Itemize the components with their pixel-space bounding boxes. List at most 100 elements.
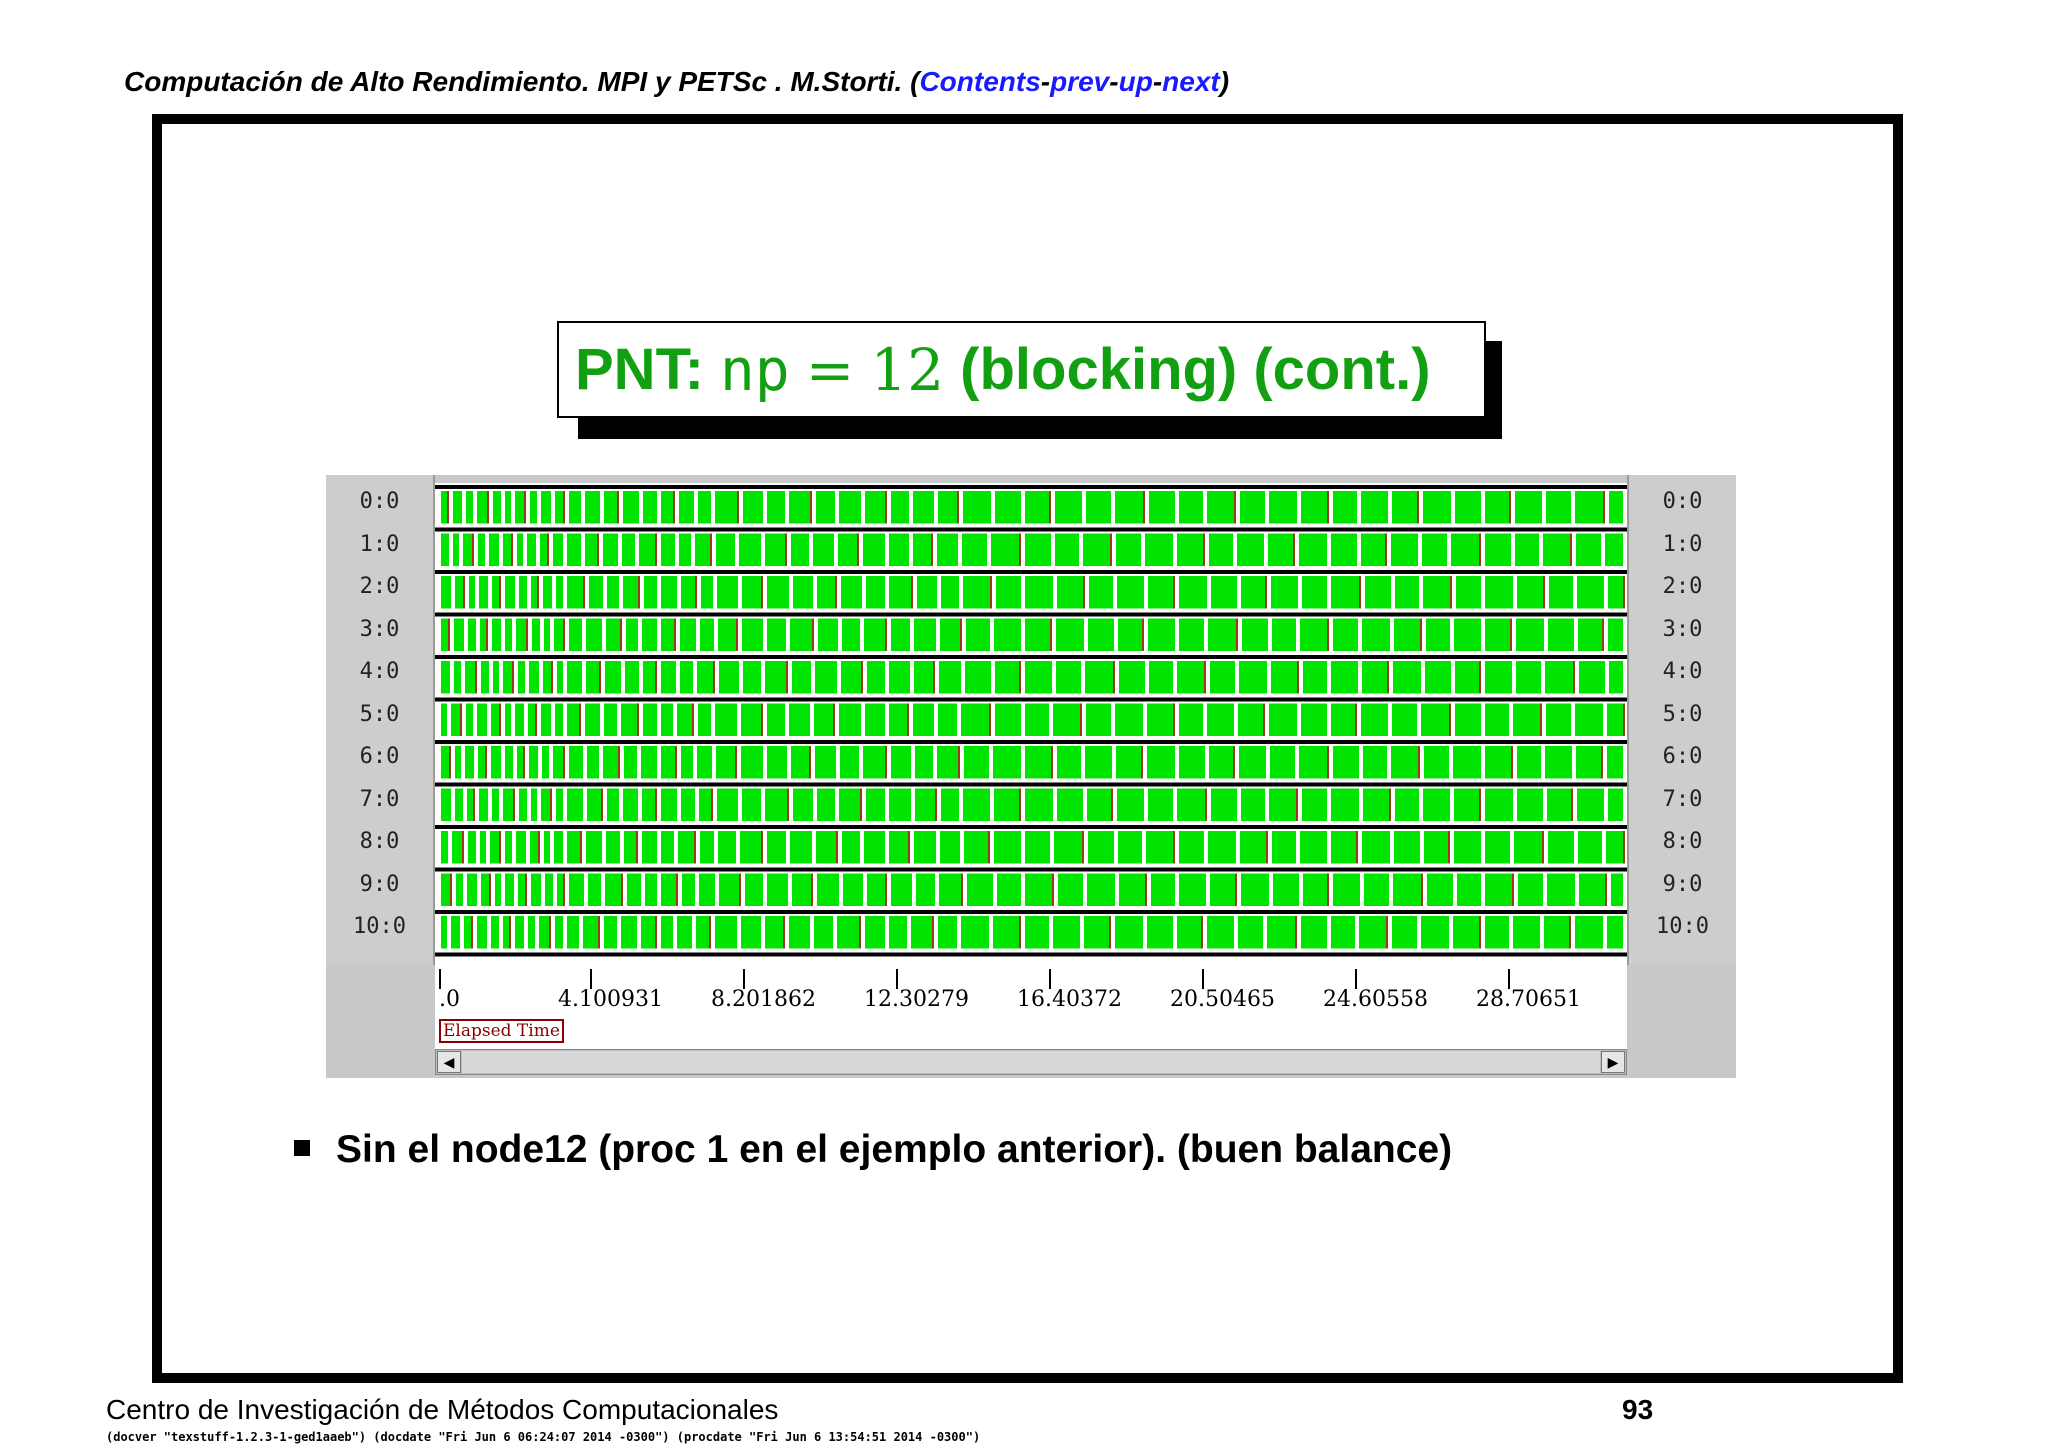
process-row (441, 746, 1623, 779)
comm-mark (449, 746, 451, 779)
compute-block (1517, 788, 1543, 821)
row-label: 3:0 (1662, 616, 1703, 642)
compute-block (739, 533, 761, 566)
compute-block (441, 831, 448, 864)
compute-block (456, 873, 463, 906)
comm-mark (655, 788, 657, 821)
comm-mark (621, 873, 623, 906)
comm-mark (990, 576, 992, 609)
compute-block (1577, 576, 1604, 609)
compute-block (1457, 873, 1481, 906)
comm-mark (885, 873, 887, 906)
timeline-plot[interactable] (435, 483, 1627, 969)
compute-block (963, 576, 990, 609)
compute-block (479, 576, 488, 609)
compute-block (1267, 916, 1295, 949)
comm-mark (447, 491, 449, 524)
compute-block (1485, 576, 1513, 609)
compute-block (793, 576, 813, 609)
compute-block (889, 576, 911, 609)
compute-block (1455, 491, 1481, 524)
compute-block (1083, 533, 1110, 566)
footer-org: Centro de Investigación de Métodos Compu… (106, 1394, 779, 1425)
compute-block (465, 661, 475, 694)
comm-mark (511, 533, 513, 566)
compute-block (993, 746, 1021, 779)
compute-block (765, 788, 787, 821)
comm-mark (579, 703, 581, 736)
compute-block (741, 746, 763, 779)
compute-block (1424, 831, 1448, 864)
compute-block (767, 703, 785, 736)
compute-block (1207, 916, 1234, 949)
compute-block (1148, 576, 1173, 609)
process-row (441, 831, 1625, 864)
scroll-right-button[interactable]: ▶ (1601, 1051, 1625, 1073)
compute-block (1302, 576, 1327, 609)
compute-block (1518, 873, 1543, 906)
compute-block (967, 873, 993, 906)
compute-block (1211, 788, 1237, 821)
next-link[interactable]: next (1162, 66, 1220, 97)
compute-block (1303, 873, 1327, 906)
compute-block (1272, 831, 1296, 864)
compute-block (1578, 618, 1602, 651)
axis-tick (1202, 969, 1204, 989)
axis-tick-label: 8.201862 (711, 987, 816, 1012)
compute-block (1547, 788, 1571, 821)
compute-block (1025, 746, 1051, 779)
compute-block (1268, 533, 1293, 566)
compute-block (1394, 831, 1420, 864)
time-axis: Elapsed Time .0 4.100931 8.201862 12.30279 1… (435, 969, 1627, 1049)
contents-link[interactable]: Contents (919, 66, 1041, 97)
compute-block (1517, 746, 1541, 779)
compute-block (1025, 576, 1053, 609)
horizontal-scrollbar[interactable]: ◀ ▶ (435, 1049, 1627, 1075)
compute-block (545, 873, 553, 906)
compute-block (1025, 916, 1049, 949)
comm-mark (859, 916, 861, 949)
comm-mark (487, 491, 489, 524)
compute-block (680, 661, 693, 694)
compute-block (661, 533, 675, 566)
compute-block (914, 618, 936, 651)
compute-block (1485, 703, 1509, 736)
compute-block (913, 491, 934, 524)
comm-mark (1420, 618, 1422, 651)
compute-block (478, 533, 485, 566)
comm-mark (1479, 533, 1481, 566)
compute-block (492, 618, 501, 651)
compute-block (555, 916, 563, 949)
comm-mark (1448, 831, 1450, 864)
compute-block (818, 618, 838, 651)
scroll-thumb[interactable] (462, 1051, 1600, 1073)
row-separator (435, 952, 1627, 957)
compute-block (681, 576, 695, 609)
compute-block (493, 661, 499, 694)
compute-block (1517, 576, 1543, 609)
compute-block (556, 788, 563, 821)
compute-block (917, 576, 937, 609)
compute-block (661, 788, 677, 821)
compute-block (452, 831, 462, 864)
process-row (441, 491, 1623, 524)
comm-mark (907, 703, 909, 736)
prev-link[interactable]: prev (1050, 66, 1110, 97)
up-link[interactable]: up (1118, 66, 1153, 97)
compute-block (1544, 916, 1569, 949)
comm-mark (599, 661, 601, 694)
compute-block (624, 746, 637, 779)
compute-block (1455, 703, 1481, 736)
compute-block (1546, 491, 1571, 524)
compute-block (605, 873, 621, 906)
compute-block (1516, 618, 1544, 651)
compute-block (1423, 788, 1450, 821)
compute-block (864, 618, 885, 651)
compute-block (863, 533, 885, 566)
compute-block (569, 873, 584, 906)
compute-block (964, 746, 989, 779)
comm-mark (1082, 831, 1084, 864)
compute-block (1331, 831, 1356, 864)
compute-block (1576, 533, 1601, 566)
scroll-left-button[interactable]: ◀ (437, 1051, 461, 1073)
